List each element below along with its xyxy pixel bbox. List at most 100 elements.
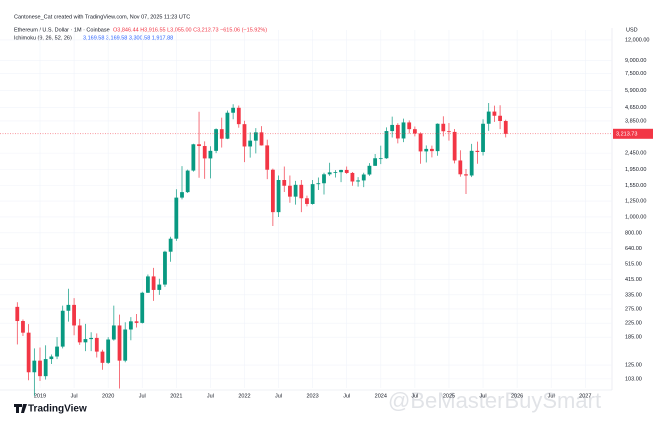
candle-body bbox=[469, 150, 474, 176]
candle-body bbox=[327, 172, 332, 175]
candle-body bbox=[43, 359, 48, 377]
candle-body bbox=[344, 169, 349, 173]
x-tick-label: Jul bbox=[207, 393, 214, 399]
candle-body bbox=[424, 148, 429, 152]
y-tick-label: 1,000.00 bbox=[625, 214, 646, 220]
x-tick-label: 2019 bbox=[34, 393, 46, 399]
candle-body bbox=[219, 129, 224, 139]
candle-body bbox=[72, 304, 76, 326]
y-tick-label: 185.00 bbox=[625, 335, 642, 341]
candle-body bbox=[83, 339, 88, 343]
candle-body bbox=[191, 144, 196, 171]
y-tick-label: 12,000.00 bbox=[625, 37, 649, 43]
candle-body bbox=[242, 124, 247, 147]
candle-body bbox=[395, 124, 400, 139]
y-tick-label: 800.00 bbox=[625, 230, 642, 236]
candle-body bbox=[197, 144, 201, 147]
candle-body bbox=[185, 170, 190, 193]
candle-body bbox=[128, 321, 133, 330]
y-tick-label: 335.00 bbox=[625, 292, 642, 298]
candle-body bbox=[322, 174, 326, 184]
x-tick-label: Jul bbox=[548, 393, 555, 399]
brand-logo bbox=[14, 404, 27, 413]
candle-body bbox=[390, 124, 395, 132]
candle-body bbox=[15, 306, 20, 322]
candle-body bbox=[339, 169, 343, 173]
x-tick-label: 2022 bbox=[238, 393, 250, 399]
x-tick-label: 2026 bbox=[511, 393, 523, 399]
candle-body bbox=[486, 111, 491, 124]
candle-body bbox=[305, 198, 309, 204]
candle-body bbox=[123, 329, 128, 361]
candle-body bbox=[214, 129, 218, 151]
y-tick-label: 1,950.00 bbox=[625, 167, 646, 173]
brand: TradingView bbox=[28, 404, 87, 415]
candle-body bbox=[253, 132, 258, 141]
candle-body bbox=[458, 160, 463, 175]
y-tick-label: 415.00 bbox=[625, 277, 642, 283]
candle-body bbox=[441, 123, 446, 132]
x-tick-label: Jul bbox=[139, 393, 146, 399]
y-tick-label: 275.00 bbox=[625, 306, 642, 312]
candle-body bbox=[384, 131, 389, 159]
x-tick-label: Jul bbox=[275, 393, 282, 399]
candle-body bbox=[26, 332, 31, 373]
last-price-box bbox=[613, 128, 653, 139]
candle-body bbox=[447, 131, 451, 133]
candle-body bbox=[282, 180, 287, 186]
candle-body bbox=[32, 360, 37, 373]
last-price-label: 3,213.73 bbox=[616, 131, 637, 137]
candle-body bbox=[174, 197, 179, 239]
candle-body bbox=[464, 174, 468, 176]
y-tick-label: 7,500.00 bbox=[625, 71, 646, 77]
candle-body bbox=[356, 180, 360, 182]
x-tick-label: 2021 bbox=[170, 393, 182, 399]
candle-body bbox=[208, 150, 213, 159]
candle-body bbox=[236, 107, 241, 125]
candle-body bbox=[452, 131, 457, 161]
candle-body bbox=[21, 321, 25, 333]
candle-body bbox=[378, 158, 383, 160]
candle-body bbox=[60, 310, 65, 347]
y-tick-label: 103.00 bbox=[625, 376, 642, 382]
candle-body bbox=[180, 192, 184, 198]
candle-body bbox=[316, 183, 321, 185]
candle-body bbox=[106, 339, 111, 363]
indicator-values: 3,169.58 3,169.58 3,300.58 1,917.88 bbox=[83, 35, 173, 41]
candle-body bbox=[111, 325, 116, 340]
candle-body bbox=[288, 185, 292, 197]
candle-body bbox=[38, 360, 42, 377]
indicator: Ichimoku (9, 26, 52, 26) bbox=[14, 35, 72, 41]
candle-body bbox=[248, 140, 253, 147]
candle-body bbox=[89, 337, 94, 340]
candle-body bbox=[418, 133, 423, 152]
y-tick-label: 9,000.00 bbox=[625, 58, 646, 64]
x-tick-label: Jul bbox=[71, 393, 78, 399]
y-tick-label: 1,250.00 bbox=[625, 199, 646, 205]
candle-body bbox=[134, 321, 139, 323]
x-tick-label: 2024 bbox=[375, 393, 387, 399]
candle-body bbox=[151, 276, 156, 290]
y-tick-label: 2,450.00 bbox=[625, 151, 646, 157]
candle-body bbox=[157, 284, 162, 290]
candle-body bbox=[163, 251, 167, 285]
chart-title: Ethereum / U.S. Dollar · 1M · Coinbase bbox=[14, 27, 110, 33]
candle-body bbox=[333, 172, 338, 173]
candle-body bbox=[202, 146, 207, 159]
candle-body bbox=[168, 238, 173, 252]
y-tick-label: 515.00 bbox=[625, 262, 642, 268]
x-tick-label: Jul bbox=[343, 393, 350, 399]
candle-body bbox=[475, 150, 480, 152]
candle-body bbox=[481, 123, 485, 152]
candle-body bbox=[401, 122, 406, 139]
candle-body bbox=[231, 107, 236, 113]
candle-body bbox=[66, 304, 71, 311]
x-tick-label: Jul bbox=[411, 393, 418, 399]
candle-body bbox=[412, 129, 417, 134]
candle-body bbox=[361, 174, 366, 181]
candle-body bbox=[310, 184, 315, 204]
x-tick-label: Jul bbox=[480, 393, 487, 399]
candle-body bbox=[498, 115, 502, 121]
